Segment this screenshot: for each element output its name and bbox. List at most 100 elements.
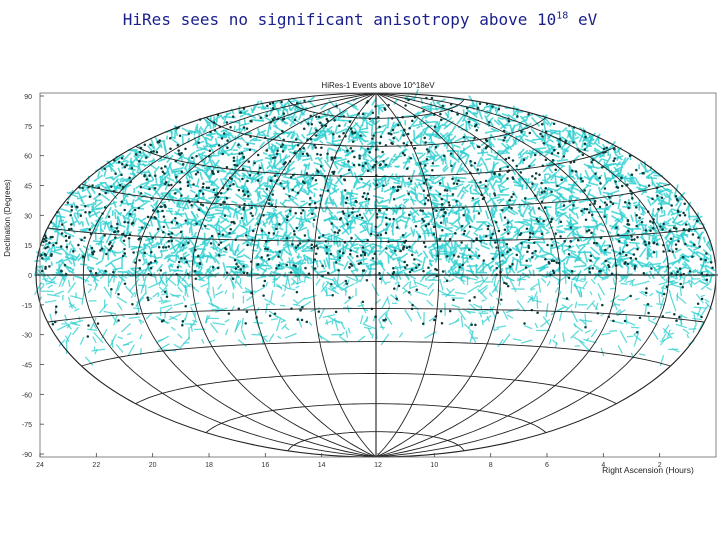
- event-point: [540, 191, 544, 194]
- error-segment: [349, 197, 358, 201]
- error-segment: [82, 245, 90, 251]
- event-point: [88, 228, 92, 231]
- error-segment: [318, 157, 323, 161]
- error-segment: [161, 201, 166, 204]
- error-segment: [282, 131, 295, 134]
- error-segment: [297, 240, 301, 249]
- error-segment: [257, 129, 267, 135]
- error-segment: [243, 208, 246, 221]
- error-segment: [140, 284, 144, 294]
- error-segment: [167, 265, 172, 273]
- error-segment: [236, 144, 241, 150]
- error-segment: [267, 161, 274, 170]
- event-point: [583, 207, 586, 211]
- event-point: [245, 127, 249, 130]
- event-point: [384, 231, 388, 235]
- error-segment: [398, 215, 404, 218]
- error-segment: [219, 215, 230, 223]
- error-segment: [267, 266, 273, 270]
- event-point: [273, 156, 277, 159]
- error-segment: [332, 198, 335, 205]
- event-point: [326, 152, 329, 156]
- error-segment: [241, 172, 251, 180]
- event-point: [503, 216, 507, 219]
- error-segment: [433, 205, 439, 209]
- error-segment: [277, 251, 283, 257]
- error-segment: [502, 333, 511, 345]
- event-point: [583, 189, 586, 192]
- error-segment: [583, 338, 597, 344]
- error-segment: [583, 163, 593, 169]
- error-segment: [236, 126, 245, 138]
- event-point: [515, 253, 519, 257]
- event-point: [123, 247, 126, 251]
- event-point: [358, 157, 361, 160]
- error-segment: [169, 242, 181, 251]
- error-segment: [608, 224, 620, 231]
- error-segment: [358, 200, 368, 204]
- error-segment: [472, 192, 482, 195]
- error-segment: [251, 249, 258, 252]
- event-point: [219, 192, 223, 195]
- event-point: [397, 284, 401, 288]
- error-segment: [481, 319, 484, 326]
- error-segment: [352, 263, 359, 273]
- event-point: [180, 256, 183, 260]
- event-point: [628, 154, 632, 158]
- error-segment: [417, 252, 423, 257]
- event-point: [279, 145, 283, 149]
- error-segment: [593, 154, 605, 157]
- error-segment: [544, 121, 549, 126]
- event-point: [209, 242, 213, 245]
- event-point: [183, 257, 187, 260]
- error-segment: [369, 155, 379, 163]
- error-segment: [203, 117, 210, 124]
- error-segment: [519, 264, 530, 267]
- event-point: [262, 213, 265, 217]
- event-point: [143, 143, 147, 147]
- event-point: [176, 266, 180, 269]
- error-segment: [401, 176, 407, 188]
- event-point: [445, 279, 449, 282]
- event-point: [70, 209, 73, 212]
- event-point: [419, 209, 422, 212]
- error-segment: [161, 292, 168, 296]
- event-point: [233, 221, 236, 225]
- event-point: [540, 200, 544, 204]
- event-point: [410, 253, 414, 257]
- error-segment: [442, 166, 449, 173]
- event-point: [291, 188, 294, 192]
- event-point: [207, 186, 211, 189]
- error-segment: [402, 204, 407, 209]
- event-point: [143, 173, 146, 177]
- error-segment: [130, 291, 136, 299]
- error-segment: [636, 221, 641, 230]
- error-segment: [153, 184, 163, 196]
- error-segment: [129, 282, 138, 292]
- error-segment: [641, 232, 654, 237]
- error-segment: [152, 292, 159, 298]
- error-segment: [445, 288, 455, 298]
- event-point: [116, 229, 120, 233]
- error-segment: [205, 132, 213, 137]
- error-segment: [334, 157, 347, 163]
- error-segment: [306, 258, 310, 265]
- error-segment: [450, 241, 454, 250]
- event-point: [273, 116, 276, 119]
- error-segment: [672, 212, 680, 224]
- error-segment: [550, 216, 555, 221]
- event-point: [572, 204, 575, 207]
- event-point: [301, 305, 304, 309]
- event-point: [313, 258, 317, 261]
- event-point: [281, 150, 285, 153]
- error-segment: [343, 144, 351, 153]
- event-point: [509, 248, 512, 251]
- event-point: [439, 221, 443, 225]
- event-point: [273, 312, 277, 315]
- error-segment: [375, 198, 380, 205]
- error-segment: [626, 266, 630, 275]
- error-segment: [552, 339, 559, 345]
- event-point: [242, 155, 246, 159]
- error-segment: [345, 275, 358, 282]
- error-segment: [294, 176, 302, 185]
